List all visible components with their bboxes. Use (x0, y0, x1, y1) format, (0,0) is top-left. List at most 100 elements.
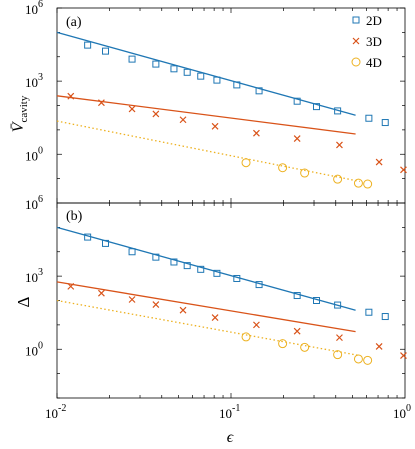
marker-2d (183, 68, 191, 76)
legend-entry-4d: 4D (351, 55, 382, 70)
fit-line-4d (56, 299, 360, 357)
panel-a-ylabel-sub: cavity (18, 95, 30, 122)
marker-3d (400, 352, 407, 360)
marker-4d (333, 174, 343, 184)
panel-a: 100 103 106 (a) 2D 3D 4D V̄cavity (10, 0, 407, 204)
marker-2d (293, 97, 301, 105)
marker-3d (336, 334, 343, 342)
marker-3d (97, 99, 105, 107)
marker-4d (363, 179, 373, 189)
marker-2d (128, 55, 136, 63)
marker-3d (97, 289, 105, 297)
y-tick-label: 100 (25, 340, 43, 358)
y-tick-label: 106 (25, 0, 43, 17)
panel-a-fit-lines (56, 31, 360, 183)
marker-2d (381, 119, 389, 127)
marker-4d (353, 178, 363, 188)
panel-b-label: (b) (66, 209, 83, 224)
legend-marker-2d (352, 16, 360, 24)
legend-marker-4d (351, 57, 361, 67)
marker-2d (128, 248, 136, 256)
svg-text:V̄cavity: V̄cavity (10, 95, 30, 132)
marker-2d (102, 47, 110, 55)
legend: 2D 3D 4D (351, 13, 382, 70)
marker-4d (353, 354, 363, 364)
marker-2d (312, 297, 320, 304)
panel-a-ticks (56, 7, 405, 204)
marker-2d (102, 239, 110, 247)
panel-b-markers (67, 233, 407, 365)
panel-b-tick-labels: 100 103 106 10-2 10-1 100 (25, 194, 411, 421)
marker-3d (67, 282, 75, 290)
marker-4d (333, 350, 343, 360)
legend-label-2d: 2D (366, 13, 382, 28)
marker-2d (197, 72, 205, 80)
marker-3d (400, 166, 407, 174)
marker-4d (300, 168, 310, 178)
marker-3d (211, 122, 219, 130)
panel-b-ylabel: Δ (14, 296, 33, 307)
legend-entry-2d: 2D (352, 13, 382, 28)
legend-label-3d: 3D (366, 34, 382, 49)
marker-2d (197, 265, 205, 273)
marker-2d (312, 103, 320, 111)
marker-2d (255, 87, 263, 95)
legend-marker-3d (352, 37, 360, 45)
marker-2d (152, 253, 160, 261)
marker-4d (278, 163, 288, 173)
y-tick-label: 100 (25, 145, 43, 163)
panel-b: 100 103 106 10-2 10-1 100 (b) Δ ϵ (14, 194, 411, 446)
marker-2d (233, 81, 241, 89)
panel-a-ylabel: V̄cavity (10, 95, 30, 132)
marker-3d (253, 321, 260, 329)
marker-4d (241, 332, 251, 342)
fit-line-4d (56, 120, 360, 183)
y-tick-label: 103 (25, 72, 43, 90)
marker-2d (233, 274, 241, 282)
marker-2d (365, 114, 373, 122)
marker-3d (336, 141, 343, 149)
marker-3d (67, 92, 75, 100)
marker-2d (293, 292, 301, 300)
marker-3d (179, 306, 187, 314)
marker-3d (128, 105, 136, 113)
x-tick-label: 100 (393, 403, 411, 421)
panel-b-ticks (56, 202, 405, 399)
marker-4d (278, 339, 288, 349)
marker-2d (170, 258, 178, 266)
x-tick-label: 10-1 (219, 403, 240, 421)
marker-3d (253, 129, 260, 137)
marker-3d (152, 301, 160, 309)
panel-b-fit-lines (56, 226, 360, 357)
fit-line-3d (56, 281, 356, 333)
legend-label-4d: 4D (366, 55, 382, 70)
y-tick-label: 106 (25, 194, 43, 212)
marker-2d (213, 76, 221, 84)
marker-2d (381, 313, 389, 321)
marker-2d (170, 65, 178, 73)
marker-4d (241, 158, 251, 168)
legend-entry-3d: 3D (352, 34, 382, 49)
panel-a-tick-labels: 100 103 106 (25, 0, 43, 163)
marker-3d (211, 314, 219, 321)
marker-3d (293, 135, 301, 142)
marker-4d (363, 355, 373, 365)
panel-a-ylabel-main: V̄ (10, 120, 27, 132)
marker-3d (293, 327, 301, 335)
panel-a-markers (67, 41, 407, 189)
fit-line-3d (56, 95, 356, 135)
panel-a-label: (a) (66, 15, 82, 30)
marker-3d (375, 158, 383, 166)
marker-2d (334, 107, 342, 115)
marker-3d (128, 296, 136, 303)
marker-2d (255, 281, 263, 289)
marker-2d (84, 233, 92, 241)
fit-line-2d (56, 226, 356, 311)
panel-a-frame (56, 7, 406, 204)
marker-4d (300, 342, 310, 352)
marker-2d (152, 60, 160, 68)
marker-2d (213, 269, 221, 277)
marker-2d (183, 262, 191, 270)
x-tick-label: 10-2 (45, 403, 66, 421)
